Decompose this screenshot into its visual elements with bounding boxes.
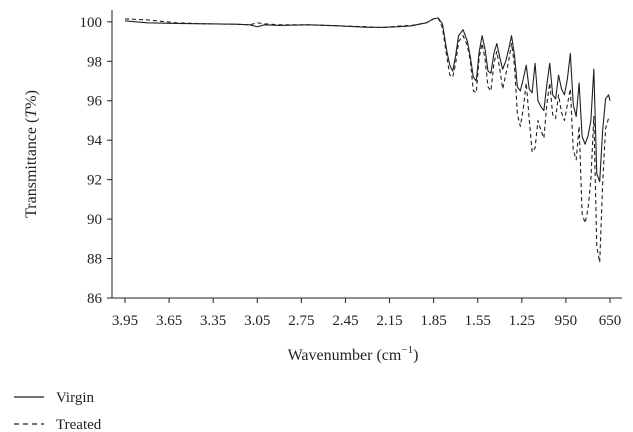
legend: Virgin Treated bbox=[14, 390, 102, 432]
x-tick-label: 650 bbox=[599, 313, 622, 329]
y-tick-label: 96 bbox=[87, 94, 103, 110]
x-tick-label: 1.55 bbox=[465, 313, 491, 329]
x-axis-title: Wavenumber (cm−1) bbox=[288, 344, 419, 364]
x-tick-label: 3.05 bbox=[244, 313, 270, 329]
x-tick-label: 950 bbox=[555, 313, 578, 329]
y-tick-label: 88 bbox=[87, 252, 102, 268]
legend-label-treated: Treated bbox=[56, 417, 102, 432]
x-tick-label: 3.35 bbox=[200, 313, 226, 329]
y-tick-label: 86 bbox=[87, 291, 103, 307]
series-line-treated bbox=[124, 17, 611, 264]
axes bbox=[111, 10, 622, 299]
y-tick-label: 100 bbox=[80, 15, 103, 31]
x-tick-label: 1.85 bbox=[421, 313, 447, 329]
x-ticks: 3.95 3.65 3.35 3.05 2.75 2.45 2.15 1.85 1.55 1.25… bbox=[112, 298, 621, 329]
y-tick-label: 90 bbox=[87, 212, 102, 228]
legend-item-virgin: Virgin bbox=[14, 390, 94, 406]
series-line-virgin bbox=[124, 17, 611, 183]
series-layer bbox=[124, 17, 611, 264]
x-tick-label: 2.45 bbox=[332, 313, 358, 329]
y-tick-label: 92 bbox=[87, 173, 102, 189]
x-tick-label: 2.75 bbox=[288, 313, 314, 329]
x-tick-label: 2.15 bbox=[376, 313, 402, 329]
legend-item-treated: Treated bbox=[14, 417, 102, 432]
x-tick-label: 3.95 bbox=[112, 313, 138, 329]
y-axis-title: Transmittance (T%) bbox=[23, 90, 40, 218]
y-tick-label: 94 bbox=[87, 133, 103, 149]
x-tick-label: 1.25 bbox=[509, 313, 535, 329]
y-ticks: 86 88 90 92 94 96 98 100 bbox=[80, 15, 112, 307]
x-tick-label: 3.65 bbox=[156, 313, 182, 329]
legend-label-virgin: Virgin bbox=[56, 390, 94, 406]
y-tick-label: 98 bbox=[87, 54, 102, 70]
